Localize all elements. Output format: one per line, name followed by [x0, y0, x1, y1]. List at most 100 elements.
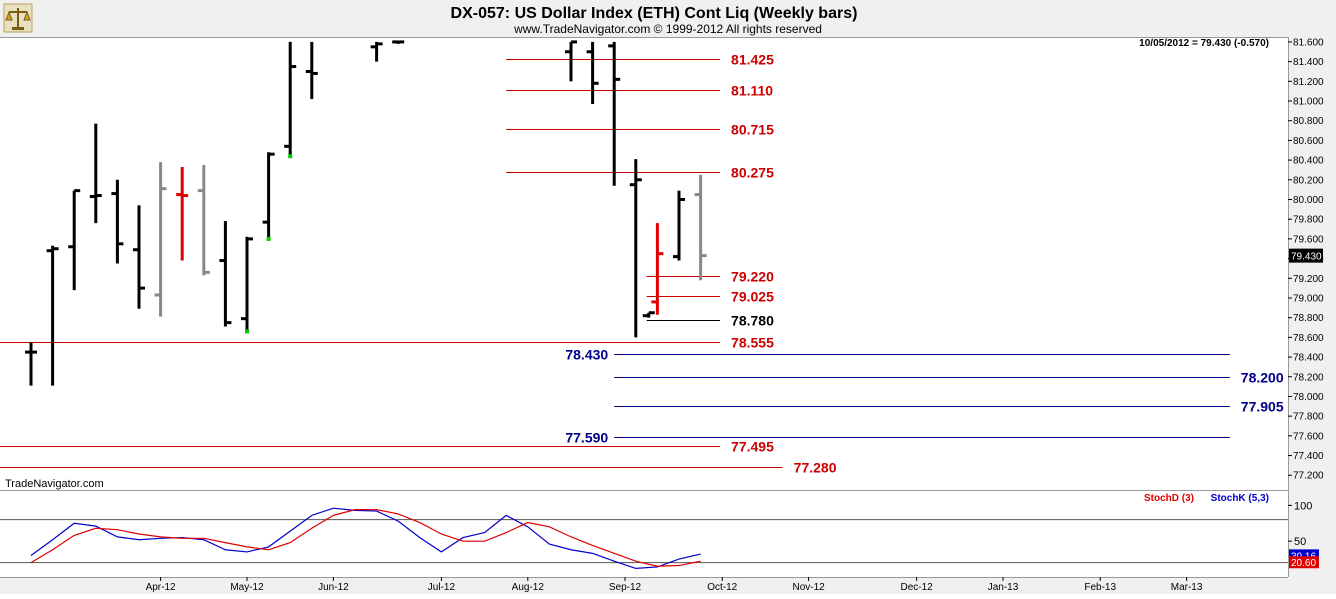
- price-tick-label: 81.400: [1293, 57, 1324, 68]
- title-bar: [0, 0, 1336, 37]
- time-tick-label: Dec-12: [900, 582, 933, 593]
- ohlc-bar: [46, 245, 59, 386]
- level-label: 78.200: [1241, 370, 1284, 386]
- time-tick-label: Feb-13: [1084, 582, 1116, 593]
- time-tick-label: Aug-12: [512, 582, 545, 593]
- level-label: 78.780: [731, 313, 774, 329]
- level-label: 79.025: [731, 289, 774, 305]
- level-label: 81.425: [731, 52, 774, 68]
- price-axis-area: [1288, 37, 1336, 577]
- price-tick-label: 80.400: [1293, 156, 1324, 167]
- stoch-k-line: [30, 507, 701, 570]
- price-tick-label: 77.600: [1293, 431, 1324, 442]
- ohlc-bar: [89, 123, 102, 224]
- price-tick-label: 77.400: [1293, 451, 1324, 462]
- ohlc-bar: [154, 162, 167, 317]
- watermark-text: TradeNavigator.com: [5, 478, 104, 490]
- level-label: 77.905: [1241, 399, 1284, 415]
- stoch-d-line: [30, 509, 701, 567]
- price-tick-label: 78.200: [1293, 372, 1324, 383]
- price-tick-label: 77.200: [1293, 471, 1324, 482]
- ohlc-bar: [241, 236, 253, 334]
- last-quote: 10/05/2012 = 79.430 (-0.570): [1139, 38, 1269, 49]
- stochastic-panel: 1005030.1620.60: [0, 500, 1319, 569]
- legend-stoch-k: StochK (5,3): [1211, 493, 1269, 504]
- level-label: 79.220: [731, 269, 774, 285]
- price-badge-bg: [1289, 248, 1323, 263]
- bar-low-marker: [288, 154, 293, 159]
- ohlc-bar: [284, 41, 297, 159]
- price-tick-label: 78.800: [1293, 313, 1324, 324]
- ohlc-bar: [262, 152, 275, 241]
- time-tick-label: Nov-12: [792, 582, 825, 593]
- ohlc-bar: [25, 342, 37, 386]
- price-tick-label: 80.800: [1293, 116, 1324, 127]
- price-tick-label: 79.800: [1293, 215, 1324, 226]
- time-tick-label: May-12: [230, 582, 264, 593]
- ohlc-bar: [565, 40, 577, 82]
- stoch-badge-bg: [1289, 556, 1319, 569]
- ohlc-bar: [305, 41, 318, 100]
- price-tick-label: 79.200: [1293, 274, 1324, 285]
- price-tick-label: 79.600: [1293, 234, 1324, 245]
- price-tick-label: 79.000: [1293, 293, 1324, 304]
- ohlc-bar: [176, 166, 189, 261]
- ohlc-bar: [586, 41, 599, 104]
- ohlc-bar: [197, 165, 210, 276]
- price-tick-label: 78.600: [1293, 333, 1324, 344]
- ohlc-bars: [25, 40, 707, 386]
- time-axis-ticks: Apr-12 May-12 Jun-12 Jul-12 Aug-12 Sep-12 Oct-…: [146, 577, 1203, 593]
- ohlc-bar: [219, 221, 232, 327]
- price-tick-label: 81.000: [1293, 97, 1324, 108]
- level-label: 80.715: [731, 122, 774, 138]
- level-label: 77.280: [794, 460, 837, 476]
- price-tick-label: 80.600: [1293, 136, 1324, 147]
- price-tick-label: 80.000: [1293, 195, 1324, 206]
- time-tick-label: Jun-12: [318, 582, 349, 593]
- legend-stoch-d: StochD (3): [1144, 493, 1194, 504]
- price-badge-label: 79.430: [1291, 252, 1322, 263]
- chart-title: DX-057: US Dollar Index (ETH) Cont Liq (…: [451, 5, 858, 22]
- ohlc-bar: [629, 159, 642, 338]
- ohlc-bar: [68, 189, 81, 291]
- price-tick-label: 81.600: [1293, 37, 1324, 48]
- level-label: 77.495: [731, 439, 774, 455]
- price-tick-label: 81.200: [1293, 77, 1324, 88]
- scales-logo-icon[interactable]: [3, 3, 33, 33]
- level-label: 80.275: [731, 165, 774, 181]
- level-label: 81.110: [731, 83, 773, 99]
- stoch-tick-label: 50: [1294, 536, 1306, 548]
- ohlc-bar: [651, 223, 664, 315]
- stoch-badge-label: 20.60: [1291, 558, 1316, 569]
- bar-low-marker: [266, 236, 271, 241]
- time-axis-area: [0, 577, 1336, 594]
- copyright-text: www.TradeNavigator.com © 1999-2012 All r…: [513, 22, 822, 36]
- stoch-tick-label: 100: [1294, 500, 1312, 512]
- ohlc-bar: [694, 174, 707, 281]
- price-axis-ticks: 81.600 81.400 81.200 81.000 80.800 80.600 80.4…: [1288, 37, 1324, 482]
- price-tick-label: 78.000: [1293, 392, 1324, 403]
- time-tick-label: Jul-12: [428, 582, 456, 593]
- time-tick-label: Apr-12: [146, 582, 176, 593]
- price-tick-label: 80.200: [1293, 175, 1324, 186]
- time-tick-label: Oct-12: [707, 582, 737, 593]
- bar-low-marker: [245, 329, 249, 334]
- ohlc-bar: [370, 41, 383, 62]
- ohlc-bar: [608, 41, 621, 186]
- ohlc-bar: [673, 190, 685, 261]
- level-label: 78.430: [565, 347, 608, 363]
- time-tick-label: Jan-13: [988, 582, 1019, 593]
- level-label: 77.590: [565, 430, 608, 446]
- time-tick-label: Mar-13: [1171, 582, 1203, 593]
- time-tick-label: Sep-12: [609, 582, 642, 593]
- price-tick-label: 78.400: [1293, 353, 1324, 364]
- ohlc-bar: [133, 205, 145, 309]
- ohlc-bar: [392, 40, 405, 44]
- ohlc-bar: [111, 179, 124, 264]
- ohlc-bar: [642, 311, 655, 318]
- price-tick-label: 77.800: [1293, 412, 1324, 423]
- level-label: 78.555: [731, 335, 774, 351]
- last-price-badge: 79.430: [1289, 248, 1323, 263]
